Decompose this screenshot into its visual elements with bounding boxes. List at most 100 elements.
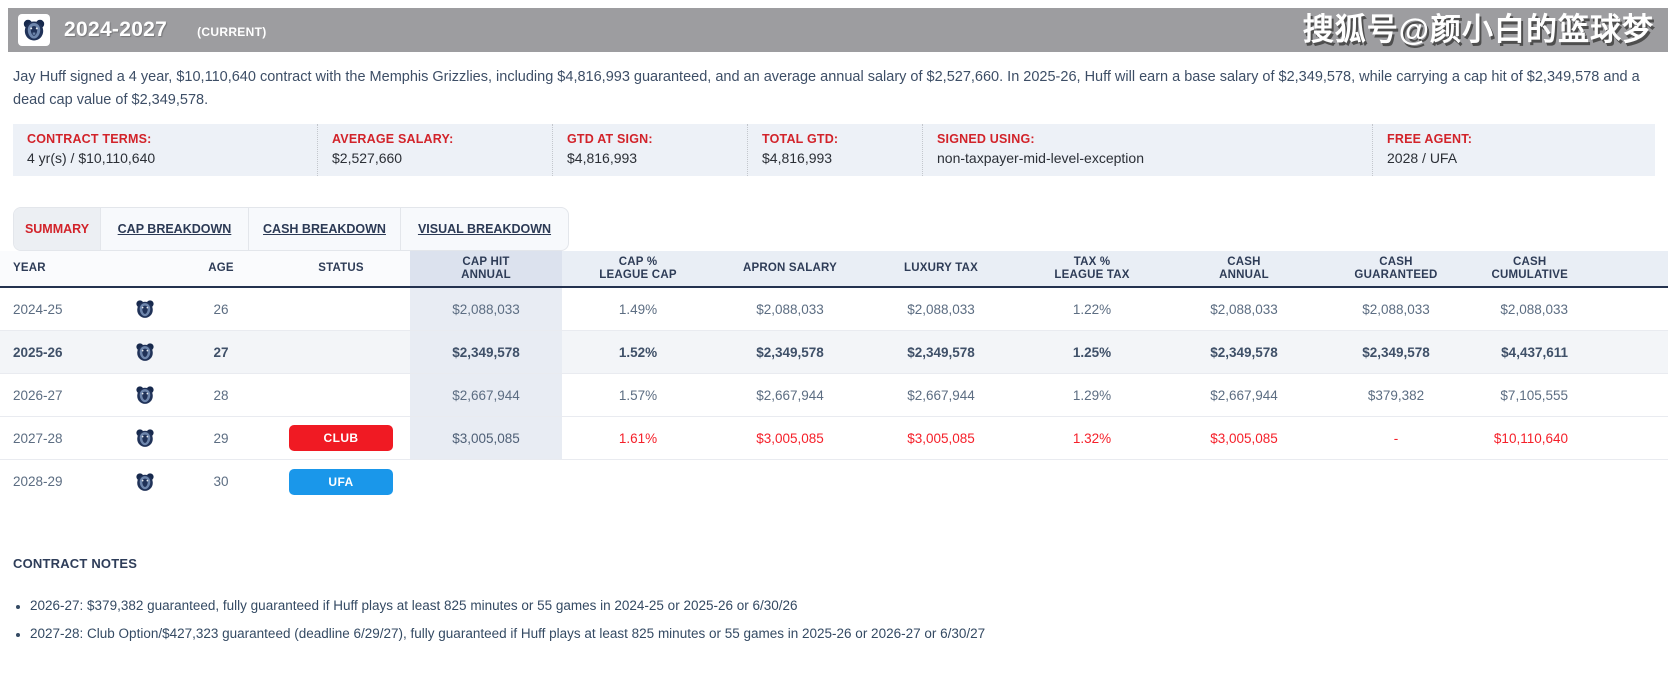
term-free-agent: FREE AGENT: 2028 / UFA <box>1372 124 1655 176</box>
cell-luxury-tax <box>866 460 1016 503</box>
column-header-luxury-tax: LUXURY TAX <box>866 251 1016 286</box>
column-header-cap-hit-annual: CAP HIT ANNUAL <box>410 251 562 286</box>
cell-cap-pct-league-cap: 1.57% <box>618 387 658 403</box>
cell-cap-hit-annual <box>410 460 562 503</box>
term-value: 2028 / UFA <box>1387 150 1458 166</box>
cell-cash-annual: $3,005,085 <box>1210 430 1278 446</box>
cell-tax-pct-league-tax <box>1016 460 1168 503</box>
memphis-grizzlies-logo-icon <box>120 331 170 373</box>
term-value: $4,816,993 <box>762 150 833 166</box>
contract-note: 2026-27: $379,382 guaranteed, fully guar… <box>16 598 985 613</box>
column-header-age: AGE <box>170 251 272 286</box>
term-label: AVERAGE SALARY: <box>332 132 454 146</box>
tab-summary[interactable]: SUMMARY <box>14 208 100 250</box>
cell-cap-hit-annual: $3,005,085 <box>410 417 562 459</box>
tab-visual-breakdown[interactable]: VISUAL BREAKDOWN <box>400 208 568 250</box>
cell-cap-hit-annual: $2,667,944 <box>410 374 562 416</box>
cell-tax-pct-league-tax: 1.29% <box>1072 387 1112 403</box>
bullet-icon <box>16 633 20 637</box>
cell-cash-cumulative: $2,088,033 <box>1500 301 1568 317</box>
column-header-cap-pct-league-cap: CAP % LEAGUE CAP <box>562 251 714 286</box>
cell-apron-salary: $3,005,085 <box>756 430 824 446</box>
cell-cap-pct-league-cap: 1.61% <box>618 430 658 446</box>
term-value: non-taxpayer-mid-level-exception <box>937 150 1144 166</box>
cell-status <box>272 288 410 330</box>
cell-age: 26 <box>213 301 229 317</box>
cell-apron-salary: $2,088,033 <box>756 301 824 317</box>
cell-luxury-tax: $2,088,033 <box>907 301 975 317</box>
cell-luxury-tax: $3,005,085 <box>907 430 975 446</box>
tab-cap-breakdown[interactable]: CAP BREAKDOWN <box>100 208 248 250</box>
memphis-grizzlies-logo-icon <box>18 14 50 46</box>
contract-note: 2027-28: Club Option/$427,323 guaranteed… <box>16 626 985 641</box>
contract-notes-list: 2026-27: $379,382 guaranteed, fully guar… <box>16 598 985 654</box>
cell-cash-guaranteed <box>1320 460 1472 503</box>
cell-cash-cumulative: $10,110,640 <box>1493 430 1568 446</box>
cell-cash-annual: $2,667,944 <box>1210 387 1278 403</box>
contract-summary-paragraph: Jay Huff signed a 4 year, $10,110,640 co… <box>13 69 1640 108</box>
cell-cap-pct-league-cap <box>562 460 714 503</box>
column-header-year: YEAR <box>0 251 120 286</box>
table-row-2028-29: 2028-29 30 UFA <box>0 460 1668 503</box>
cell-cash-annual: $2,349,578 <box>1210 344 1278 360</box>
term-label: SIGNED USING: <box>937 132 1035 146</box>
term-value: $4,816,993 <box>567 150 638 166</box>
column-header-apron-salary: APRON SALARY <box>714 251 866 286</box>
cell-tax-pct-league-tax: 1.32% <box>1072 430 1112 446</box>
table-row-2027-28: 2027-28 29 CLUB $3,005,085 1.61% $3,005,085 $3… <box>0 417 1668 460</box>
term-label: TOTAL GTD: <box>762 132 839 146</box>
term-contract-terms: CONTRACT TERMS: 4 yr(s) / $10,110,640 <box>13 124 317 176</box>
cell-cash-guaranteed: $379,382 <box>1367 387 1425 403</box>
cell-cash-cumulative: $4,437,611 <box>1501 344 1568 360</box>
column-header-tax-pct-league-tax: TAX % LEAGUE TAX <box>1016 251 1168 286</box>
cell-year: 2027-28 <box>13 430 63 446</box>
table-header-row: YEAR AGE STATUS CAP HIT ANNUAL CAP % LEAGUE … <box>0 251 1668 288</box>
column-header-status: STATUS <box>272 251 410 286</box>
term-label: GTD AT SIGN: <box>567 132 653 146</box>
cell-tax-pct-league-tax: 1.22% <box>1072 301 1112 317</box>
cell-year: 2025-26 <box>13 344 63 360</box>
cell-status: UFA <box>272 460 410 503</box>
term-total-gtd: TOTAL GTD: $4,816,993 <box>747 124 922 176</box>
memphis-grizzlies-logo-icon <box>120 288 170 330</box>
contract-note-text: 2026-27: $379,382 guaranteed, fully guar… <box>30 598 798 613</box>
cell-apron-salary: $2,349,578 <box>756 344 824 360</box>
cell-cap-pct-league-cap: 1.52% <box>618 344 658 360</box>
term-gtd-at-sign: GTD AT SIGN: $4,816,993 <box>552 124 747 176</box>
contract-notes-heading: CONTRACT NOTES <box>13 556 138 571</box>
term-signed-using: SIGNED USING: non-taxpayer-mid-level-exc… <box>922 124 1372 176</box>
watermark-text: 搜狐号@颜小白的篮球梦 <box>1302 12 1654 47</box>
contract-year-table: YEAR AGE STATUS CAP HIT ANNUAL CAP % LEAGUE … <box>0 251 1668 503</box>
cell-cash-guaranteed: $2,088,033 <box>1362 301 1430 317</box>
cell-status <box>272 374 410 416</box>
tab-cash-breakdown[interactable]: CASH BREAKDOWN <box>248 208 400 250</box>
cell-year: 2026-27 <box>13 387 63 403</box>
cell-luxury-tax: $2,667,944 <box>907 387 975 403</box>
term-value: 4 yr(s) / $10,110,640 <box>27 150 156 166</box>
cell-status: CLUB <box>272 417 410 459</box>
cell-cash-guaranteed: - <box>1393 430 1399 446</box>
cell-cap-hit-annual: $2,088,033 <box>410 288 562 330</box>
table-row-2025-26: 2025-26 27 $2,349,578 1.52% $2,349,578 $2,349… <box>0 331 1668 374</box>
status-badge-club: CLUB <box>289 425 393 451</box>
term-label: CONTRACT TERMS: <box>27 132 152 146</box>
table-row-2026-27: 2026-27 28 $2,667,944 1.57% $2,667,944 $2,667… <box>0 374 1668 417</box>
cell-cap-hit-annual: $2,349,578 <box>410 331 562 373</box>
term-value: $2,527,660 <box>332 150 403 166</box>
table-row-2024-25: 2024-25 26 $2,088,033 1.49% $2,088,033 $2,088… <box>0 288 1668 331</box>
memphis-grizzlies-logo-icon <box>120 374 170 416</box>
contract-note-text: 2027-28: Club Option/$427,323 guaranteed… <box>30 626 986 641</box>
cell-age: 28 <box>213 387 229 403</box>
status-badge-ufa: UFA <box>289 468 393 495</box>
cell-cash-annual <box>1168 460 1320 503</box>
cell-luxury-tax: $2,349,578 <box>907 344 975 360</box>
column-header-cash-annual: CASH ANNUAL <box>1168 251 1320 286</box>
cell-cash-guaranteed: $2,349,578 <box>1362 344 1430 360</box>
memphis-grizzlies-logo-icon <box>120 460 170 503</box>
cell-apron-salary: $2,667,944 <box>756 387 824 403</box>
column-header-team <box>120 251 170 286</box>
cell-cap-pct-league-cap: 1.49% <box>618 301 658 317</box>
cell-year: 2024-25 <box>13 301 63 317</box>
bullet-icon <box>16 605 20 609</box>
